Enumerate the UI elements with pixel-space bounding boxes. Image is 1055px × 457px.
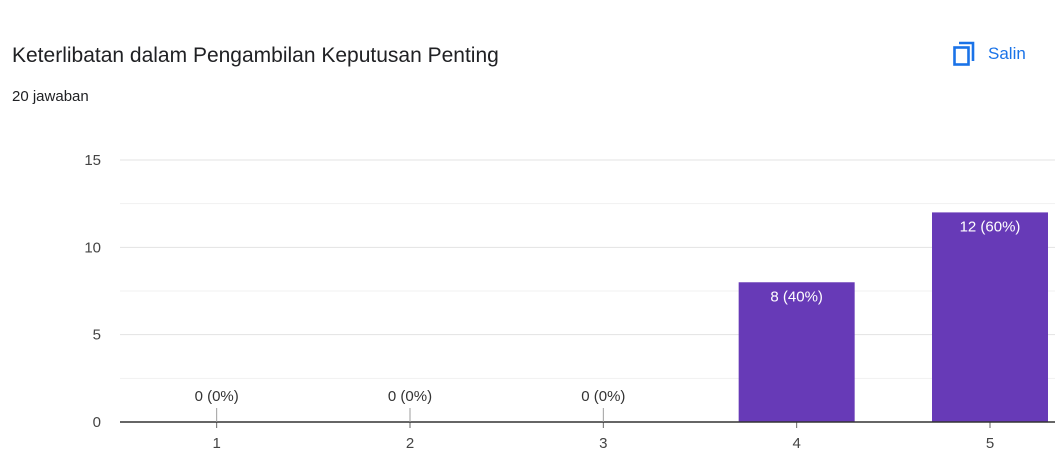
- bars: [738, 212, 1048, 422]
- bar-data-label: 12 (60%): [960, 218, 1021, 235]
- copy-icon: [950, 40, 978, 68]
- y-tick-label: 0: [93, 414, 101, 431]
- ticks: 0 5 10 15 1 2 3 4 5: [84, 152, 1055, 452]
- bar[interactable]: [738, 282, 855, 422]
- bar-data-label: 0 (0%): [581, 388, 625, 405]
- bar[interactable]: [932, 212, 1048, 422]
- x-tick-label: 1: [212, 435, 220, 452]
- bar-data-label: 0 (0%): [195, 388, 239, 405]
- bar-labels: 0 (0%) 0 (0%) 0 (0%) 8 (40%) 12 (60%): [195, 218, 1021, 422]
- chart-title: Keterlibatan dalam Pengambilan Keputusan…: [12, 44, 499, 67]
- copy-chart-button[interactable]: Salin: [942, 36, 1034, 72]
- response-count: 20 jawaban: [12, 88, 89, 105]
- gridlines: [120, 159, 1055, 379]
- y-tick-label: 10: [84, 239, 101, 256]
- x-tick-label: 2: [406, 435, 414, 452]
- y-tick-label: 15: [84, 152, 101, 169]
- y-tick-label: 5: [93, 327, 101, 344]
- copy-label: Salin: [988, 44, 1026, 63]
- x-tick-label: 5: [986, 435, 994, 452]
- x-tick-label: 4: [792, 435, 800, 452]
- bar-data-label: 0 (0%): [388, 388, 432, 405]
- bar-data-label: 8 (40%): [770, 288, 823, 305]
- x-tick-label: 3: [599, 435, 607, 452]
